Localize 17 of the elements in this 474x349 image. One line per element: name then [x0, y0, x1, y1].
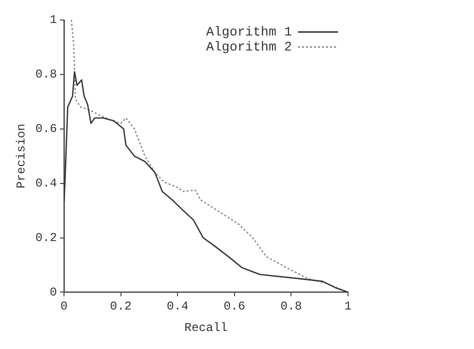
y-tick-label: 0	[50, 285, 58, 300]
y-tick-label: 0.6	[35, 122, 58, 136]
line-series	[70, 20, 348, 292]
x-tick-label: 0.2	[110, 300, 132, 314]
y-axis-title: Precision	[14, 124, 28, 189]
x-tick-label: 0.4	[166, 300, 188, 314]
x-tick-label: 0	[60, 300, 68, 314]
y-tick-label: 0.4	[35, 176, 58, 190]
y-tick-label: 0.8	[35, 68, 58, 82]
x-axis-title: Recall	[184, 320, 228, 335]
x-tick-label: 0.6	[224, 300, 246, 314]
y-tick-label: 1	[50, 13, 58, 28]
x-tick-label: 0.8	[280, 300, 302, 314]
y-tick-label: 0.2	[35, 230, 58, 245]
x-tick-label: 1	[344, 300, 352, 314]
legend-label: Algorithm 1	[206, 24, 292, 40]
legend-label: Algorithm 2	[206, 39, 292, 54]
